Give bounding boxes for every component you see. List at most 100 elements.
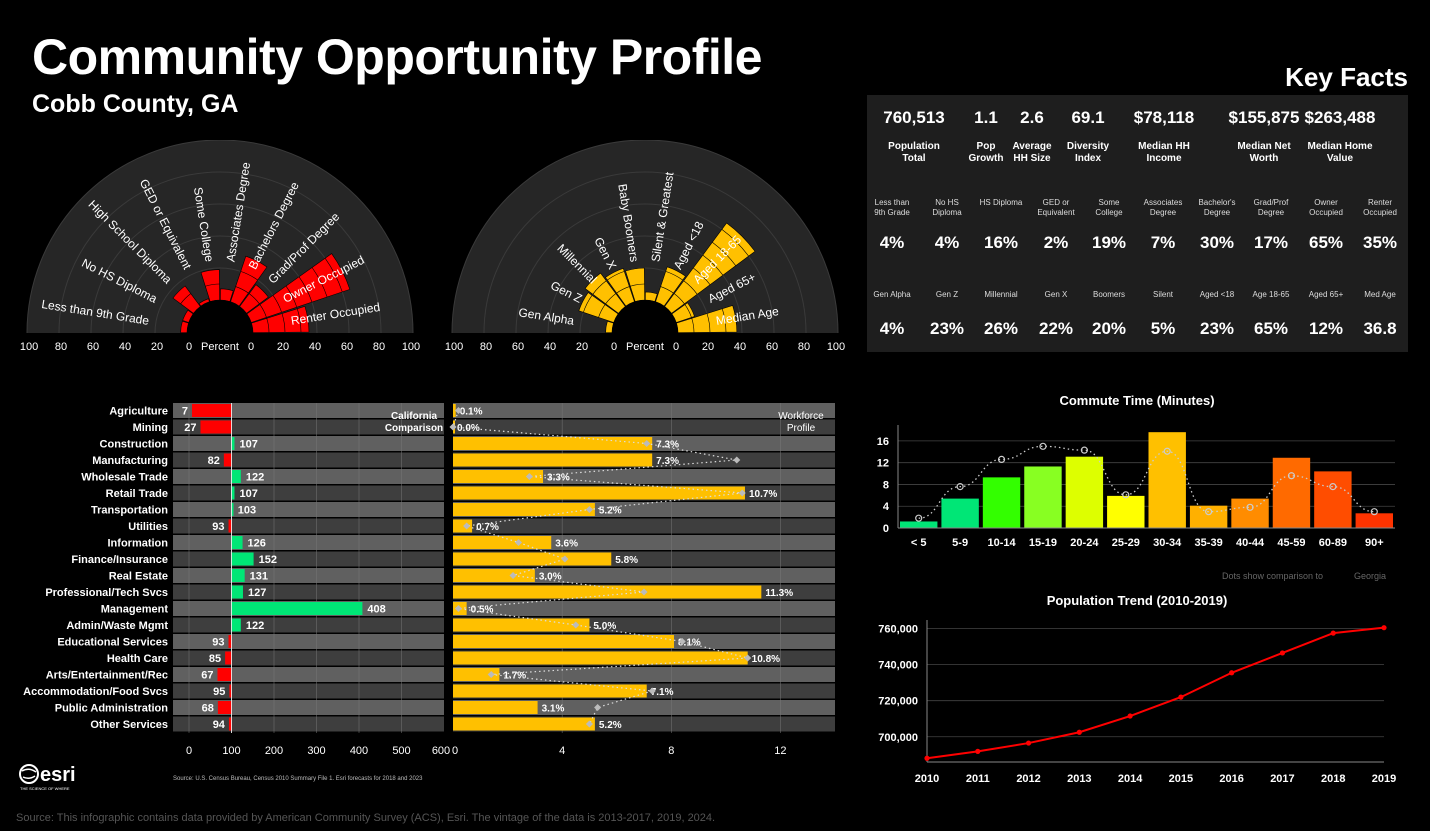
key-fact-small-label: Associates Degree (1143, 198, 1183, 217)
industry-index-bar (231, 552, 254, 566)
commute-title: Commute Time (Minutes) (1059, 393, 1214, 408)
industry-index-value: 152 (259, 554, 277, 566)
radial-bar-segment (281, 313, 286, 333)
commute-x-tick: 45-59 (1277, 537, 1305, 549)
esri-wordmark: esri (40, 764, 76, 786)
key-facts-panel: 760,513 Population Total 1.1 Pop Growth 2.6 Ave… (867, 95, 1408, 352)
globe-icon: esri THE SCIENCE OF WHERE (19, 764, 76, 791)
commute-comparison-dot (1287, 472, 1296, 480)
radial-tick-label: 40 (544, 341, 556, 353)
industry-axis-tick: 400 (350, 745, 368, 757)
key-fact-small-label: Aged <18 (1199, 290, 1235, 299)
radial-bar-segment (266, 318, 270, 333)
comparison-dot (454, 604, 462, 613)
industry-axis-tick: 200 (265, 745, 283, 757)
radial-bar-segment (674, 293, 685, 304)
commute-x-tick: < 5 (911, 537, 927, 549)
radial-gridline (515, 203, 775, 334)
key-fact-percent: 23% (1199, 319, 1235, 338)
radial-bar-segment (630, 283, 645, 287)
radial-bar-segment (592, 280, 607, 295)
industry-row-bg (173, 667, 444, 682)
commute-comparison-dot (1246, 503, 1254, 511)
comparison-dot (585, 720, 593, 728)
radial-tick-label: 80 (373, 341, 385, 353)
industry-row-bg (173, 419, 444, 435)
industry-category-label: Other Services (90, 719, 168, 731)
workforce-value-label: 0.7% (476, 522, 499, 533)
key-fact-small-label: HS Diploma (979, 198, 1023, 207)
commute-y-tick: 12 (877, 458, 889, 470)
workforce-value-label: 0.1% (460, 407, 483, 418)
radial-bar-segment (311, 267, 328, 298)
workforce-bar (453, 701, 538, 714)
key-fact-small-label: Med Age (1364, 290, 1396, 299)
comparison-dot (733, 456, 741, 464)
key-fact-percent: 5% (1150, 319, 1176, 338)
industry-index-bar (223, 453, 232, 467)
industry-index-bar (231, 437, 235, 450)
key-fact-percent: 4% (879, 319, 905, 338)
comparison-dot (525, 472, 533, 481)
industry-row-bg (173, 568, 444, 583)
key-fact-label: Pop Growth (968, 141, 1004, 164)
commute-comparison-dot (1370, 508, 1378, 516)
commute-y-tick: 8 (883, 479, 889, 491)
radial-gridline (58, 171, 382, 334)
comparison-dot (678, 637, 686, 646)
commute-bar (1107, 495, 1145, 528)
commute-y-tick: 4 (883, 501, 890, 513)
commute-comparison-dot (1329, 483, 1337, 491)
commute-x-tick: 25-29 (1112, 537, 1140, 549)
workforce-value-label: 5.8% (615, 555, 638, 566)
industry-category-label: Accommodation/Food Svcs (23, 686, 168, 698)
industry-row-bg (173, 617, 444, 633)
workforce-value-label: 10.7% (749, 489, 777, 500)
industry-row-bg (173, 535, 444, 550)
key-fact-percent: 4% (934, 233, 960, 252)
industry-row-bg (173, 469, 444, 484)
radial-gridline (547, 235, 743, 334)
commute-x-tick: 10-14 (987, 537, 1016, 549)
key-fact-small-label: No HS Diploma (932, 198, 962, 217)
commute-bar (1272, 457, 1311, 528)
key-fact-percent: 26% (983, 319, 1019, 338)
workforce-axis-tick: 8 (668, 745, 674, 757)
workforce-value-label: 3.0% (539, 572, 562, 583)
commute-bar (1148, 432, 1186, 528)
industry-row-bg (173, 584, 444, 600)
workforce-value-label: 3.6% (555, 539, 578, 550)
esri-tagline: THE SCIENCE OF WHERE (20, 786, 70, 791)
population-x-tick: 2011 (966, 773, 990, 785)
industry-index-bar (231, 503, 234, 516)
radial-bar-segment (259, 304, 267, 318)
industry-index-value: 95 (213, 686, 225, 698)
population-point (1330, 630, 1336, 636)
workforce-value-label: 7.3% (656, 440, 679, 451)
radial-tick-label: 80 (55, 341, 67, 353)
population-trend-title: Population Trend (2010-2019) (1047, 593, 1228, 608)
comparison-dot (648, 687, 656, 695)
comparison-dot (738, 489, 746, 497)
industry-row-bg (173, 683, 444, 699)
key-fact-small-label: Aged 65+ (1308, 290, 1344, 299)
industry-index-bar (231, 470, 241, 483)
workforce-row-bg (453, 518, 835, 534)
radial-bar-segment (706, 313, 711, 333)
workforce-value-label: 10.8% (752, 654, 780, 665)
commute-bar (1065, 456, 1104, 528)
population-x-tick: 2014 (1118, 773, 1143, 785)
workforce-value-label: 11.3% (765, 588, 793, 599)
industry-index-value: 67 (201, 670, 213, 682)
radial-axis-label: Percent (626, 341, 664, 353)
commute-x-tick: 5-9 (952, 537, 968, 549)
key-facts-title: Key Facts (1285, 62, 1408, 92)
industry-index-value: 107 (239, 439, 257, 451)
key-fact-label: Median HH Income (1138, 141, 1190, 164)
radial-bar-segment (660, 286, 674, 294)
key-fact-percent: 23% (929, 319, 965, 338)
industry-category-label: Finance/Insurance (71, 554, 168, 566)
industry-chart: Agriculture 7 0.1%Mining 27 0.0%Construction… (23, 403, 835, 757)
industry-category-label: Arts/Entertainment/Rec (46, 670, 168, 682)
workforce-value-label: 5.2% (599, 720, 622, 731)
